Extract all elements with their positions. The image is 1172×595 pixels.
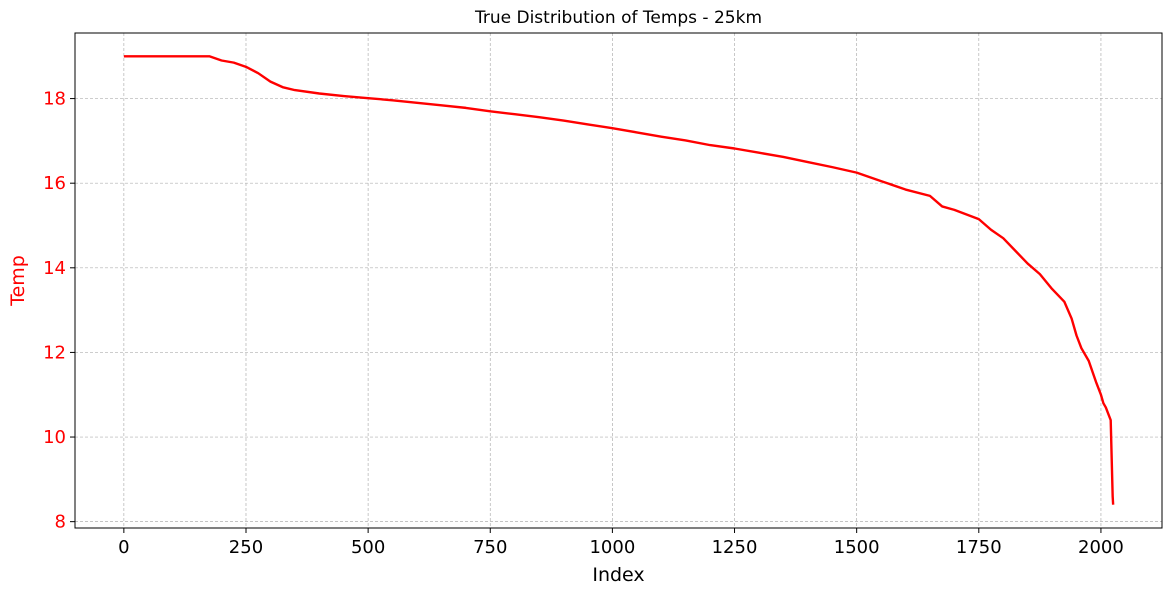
y-tick-label: 14 xyxy=(43,258,66,279)
x-tick-label: 250 xyxy=(229,537,263,558)
y-tick-label: 18 xyxy=(43,89,66,110)
x-axis-label: Index xyxy=(592,564,644,586)
x-tick-label: 0 xyxy=(118,537,129,558)
plot-frame xyxy=(74,32,1163,529)
y-tick-label: 10 xyxy=(43,427,66,448)
chart-title: True Distribution of Temps - 25km xyxy=(474,8,762,28)
temp-series-line xyxy=(123,55,1115,505)
x-tick-label: 1250 xyxy=(712,537,758,558)
x-axis: 0 250 500 750 1000 1250 1500 1750 2000 xyxy=(118,528,1124,558)
plot-area xyxy=(123,55,1115,505)
x-tick-label: 750 xyxy=(473,537,507,558)
x-tick-label: 500 xyxy=(351,537,385,558)
y-tick-label: 12 xyxy=(43,342,66,363)
y-tick-label: 8 xyxy=(55,512,66,533)
y-axis-label: Temp xyxy=(7,255,29,307)
x-tick-label: 1500 xyxy=(834,537,880,558)
x-tick-label: 1750 xyxy=(956,537,1002,558)
x-tick-label: 1000 xyxy=(589,537,635,558)
y-tick-label: 16 xyxy=(43,173,66,194)
y-axis: 8 10 12 14 16 18 xyxy=(43,89,75,533)
grid xyxy=(75,33,1162,528)
x-tick-label: 2000 xyxy=(1078,537,1124,558)
